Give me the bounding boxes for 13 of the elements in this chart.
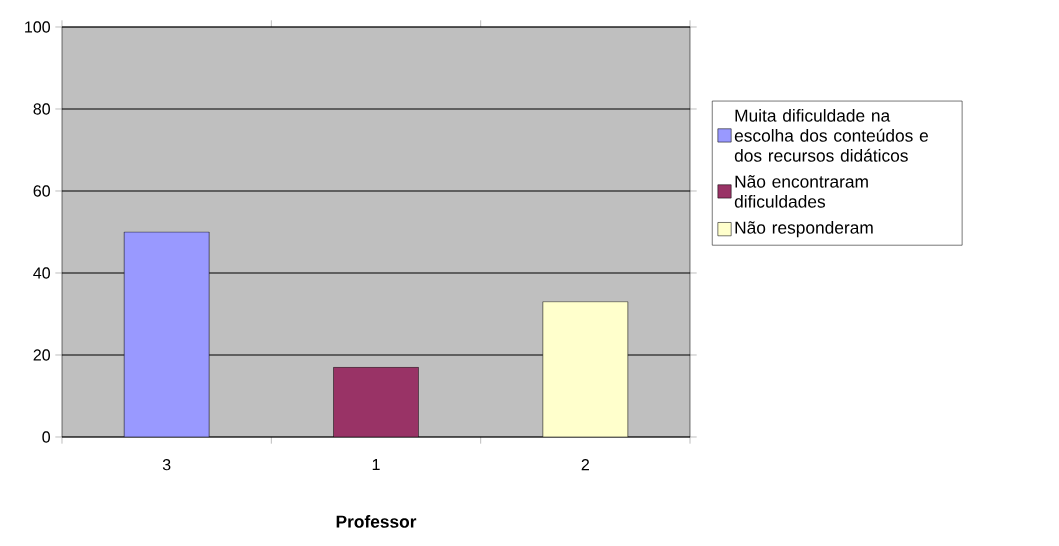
legend-label: Não responderam <box>735 221 873 238</box>
y-tick-label: 0 <box>42 431 51 443</box>
legend-label: Muita dificuldade na escolha dos conteúdos e dos recursos didáticos <box>734 109 928 162</box>
y-tick-label: 60 <box>33 185 50 197</box>
y-tick-label: 80 <box>33 103 50 115</box>
y-tick-label: 40 <box>33 267 50 279</box>
x-tick-label: 2 <box>581 459 589 471</box>
legend-label: Não encontraram dificuldades <box>734 175 868 208</box>
x-tick-label: 3 <box>162 459 171 471</box>
y-tick-label: 100 <box>25 21 50 33</box>
x-axis-title: Professor <box>336 515 417 528</box>
x-tick-label: 1 <box>372 459 380 471</box>
y-tick-label: 20 <box>33 349 50 361</box>
